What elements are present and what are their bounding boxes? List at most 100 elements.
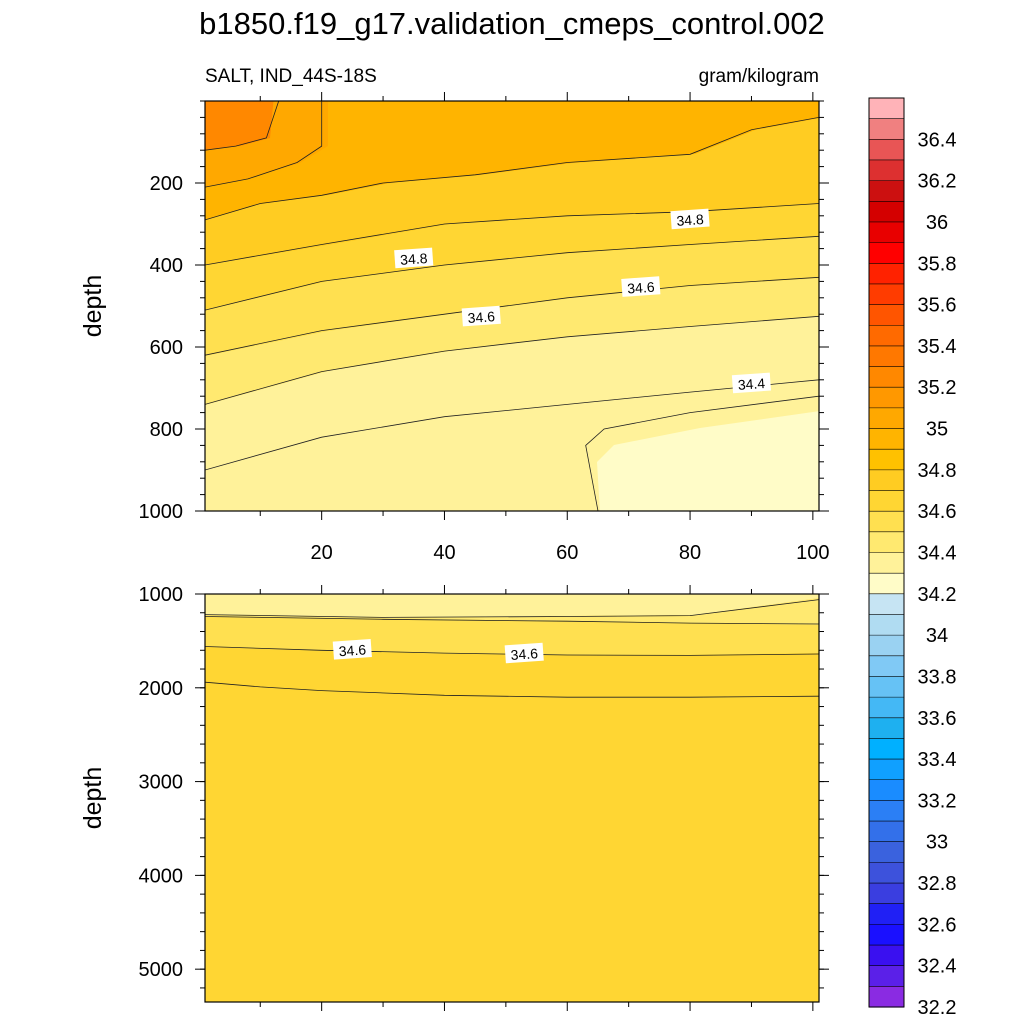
- colorbar-swatch: [869, 428, 904, 450]
- contour-label-text: 34.4: [737, 375, 766, 393]
- colorbar-label: 35.4: [918, 336, 957, 358]
- x-tick-label: 20: [311, 542, 333, 564]
- contour-label-box: [461, 305, 501, 327]
- colorbar-swatch: [869, 862, 904, 884]
- upper-y-tick-label: 200: [150, 173, 183, 195]
- lower-panel: 1000 2000 3000 4000 5000 34.6 34.6 depth: [79, 584, 829, 1011]
- colorbar-swatch: [869, 118, 904, 140]
- variable-label: SALT, IND_44S-18S: [205, 66, 377, 87]
- colorbar-swatch: [869, 159, 904, 182]
- colorbar-swatch: [869, 821, 904, 843]
- upper-contour-7: [205, 101, 323, 188]
- colorbar-label: 33: [926, 832, 948, 854]
- colorbar-label: 34: [926, 625, 948, 647]
- x-tick-label: 100: [796, 542, 829, 564]
- colorbar-swatch: [869, 903, 904, 925]
- upper-panel-frame: [204, 100, 820, 512]
- contour-label: 34.6: [332, 638, 372, 660]
- colorbar-label: 32.4: [918, 956, 957, 978]
- colorbar-label: 34.4: [918, 543, 957, 565]
- colorbar-frame: [868, 97, 905, 1008]
- colorbar-label: 34.6: [918, 501, 957, 523]
- contour-label: 34.4: [731, 372, 772, 394]
- contour-label: 34.8: [670, 208, 710, 230]
- deep-band-34-65: [205, 647, 819, 699]
- colorbar-swatch: [869, 511, 904, 533]
- colorbar-label: 36.2: [918, 171, 957, 193]
- contour-label-box: [670, 208, 710, 230]
- colorbar-swatch: [869, 490, 904, 512]
- chart-title: b1850.f19_g17.validation_cmeps_control.0…: [199, 6, 825, 41]
- contour-label-text: 34.8: [400, 250, 429, 268]
- colorbar-label: 35.2: [918, 377, 957, 399]
- colorbar-label: 33.4: [918, 749, 957, 771]
- colorbar-swatch: [869, 345, 904, 368]
- colorbar-swatch: [869, 304, 904, 326]
- colorbar-swatch: [869, 986, 904, 1008]
- lower-y-tick-label: 2000: [139, 678, 184, 700]
- x-tick-label: 80: [679, 542, 701, 564]
- colorbar-label: 32.6: [918, 914, 957, 936]
- colorbar-label: 33.8: [918, 667, 957, 689]
- deep-band-34-55: [205, 598, 819, 625]
- contour-label: 34.6: [461, 305, 501, 327]
- colorbar-swatch: [869, 552, 904, 574]
- colorbar-swatch: [869, 717, 904, 740]
- colorbar-swatch: [869, 924, 904, 946]
- lower-y-tick-label: 5000: [139, 959, 184, 981]
- upper-panel: 200 400 600 800 1000 20 40 60 80 100 34.8 34.8 34.6…: [79, 92, 830, 564]
- colorbar-swatch: [869, 655, 904, 678]
- upper-contour-8: [205, 101, 280, 151]
- colorbar-swatch: [869, 139, 904, 161]
- salinity-band-34-3: [597, 411, 819, 511]
- colorbar-swatch: [869, 779, 904, 802]
- colorbar-swatch: [869, 593, 904, 616]
- lower-y-tick-label: 3000: [139, 772, 184, 794]
- colorbar-swatch: [869, 263, 904, 285]
- contour-label: 34.6: [621, 276, 661, 297]
- colorbar: 36.4 36.2 36 35.8 35.6 35.4 35.2 35 34.8 34.6 34.4…: [868, 97, 957, 1019]
- colorbar-swatch: [869, 635, 904, 657]
- lower-contour-labels: 34.6 34.6: [332, 638, 544, 664]
- upper-contour-1: [205, 379, 819, 471]
- upper-contour-lines: [205, 101, 819, 511]
- colorbar-swatch: [869, 738, 904, 760]
- contour-label-box: [504, 642, 544, 664]
- upper-y-tick-label: 800: [150, 419, 183, 441]
- colorbar-swatch: [869, 614, 904, 636]
- colorbar-swatch: [869, 965, 904, 987]
- contour-label-text: 34.6: [467, 308, 496, 326]
- colorbar-label: 35: [926, 419, 948, 441]
- contour-label-box: [332, 638, 372, 660]
- colorbar-label: 36.4: [918, 129, 957, 151]
- x-tick-label: 60: [556, 542, 578, 564]
- colorbar-swatch: [869, 469, 904, 492]
- contour-label-text: 34.6: [627, 279, 656, 297]
- x-tick-label: 40: [433, 542, 455, 564]
- upper-y-tick-label: 400: [150, 255, 183, 277]
- colorbar-label: 34.8: [918, 460, 957, 482]
- colorbar-swatch: [869, 945, 904, 967]
- colorbar-swatch: [869, 800, 904, 822]
- upper-contour-0: [585, 395, 819, 511]
- colorbar-label: 33.2: [918, 790, 957, 812]
- colorbar-swatch: [869, 676, 904, 698]
- colorbar-label: 35.6: [918, 295, 957, 317]
- colorbar-label: 32.2: [918, 997, 957, 1019]
- colorbar-swatch: [869, 759, 904, 781]
- contour-label-box: [731, 372, 772, 394]
- upper-y-tick-label: 1000: [139, 501, 184, 523]
- units-label: gram/kilogram: [699, 66, 819, 87]
- lower-contour-lines: [205, 599, 819, 698]
- colorbar-swatch: [869, 531, 904, 554]
- contour-label: 34.6: [504, 642, 544, 664]
- colorbar-swatch: [869, 387, 904, 409]
- lower-y-tick-label: 4000: [139, 865, 184, 887]
- colorbar-label: 36: [926, 212, 948, 234]
- upper-y-axis-label: depth: [79, 275, 107, 338]
- salinity-band-34-9: [205, 101, 819, 220]
- colorbar-swatch: [869, 841, 904, 863]
- contour-label: 34.8: [394, 247, 434, 269]
- colorbar-swatch: [869, 180, 904, 202]
